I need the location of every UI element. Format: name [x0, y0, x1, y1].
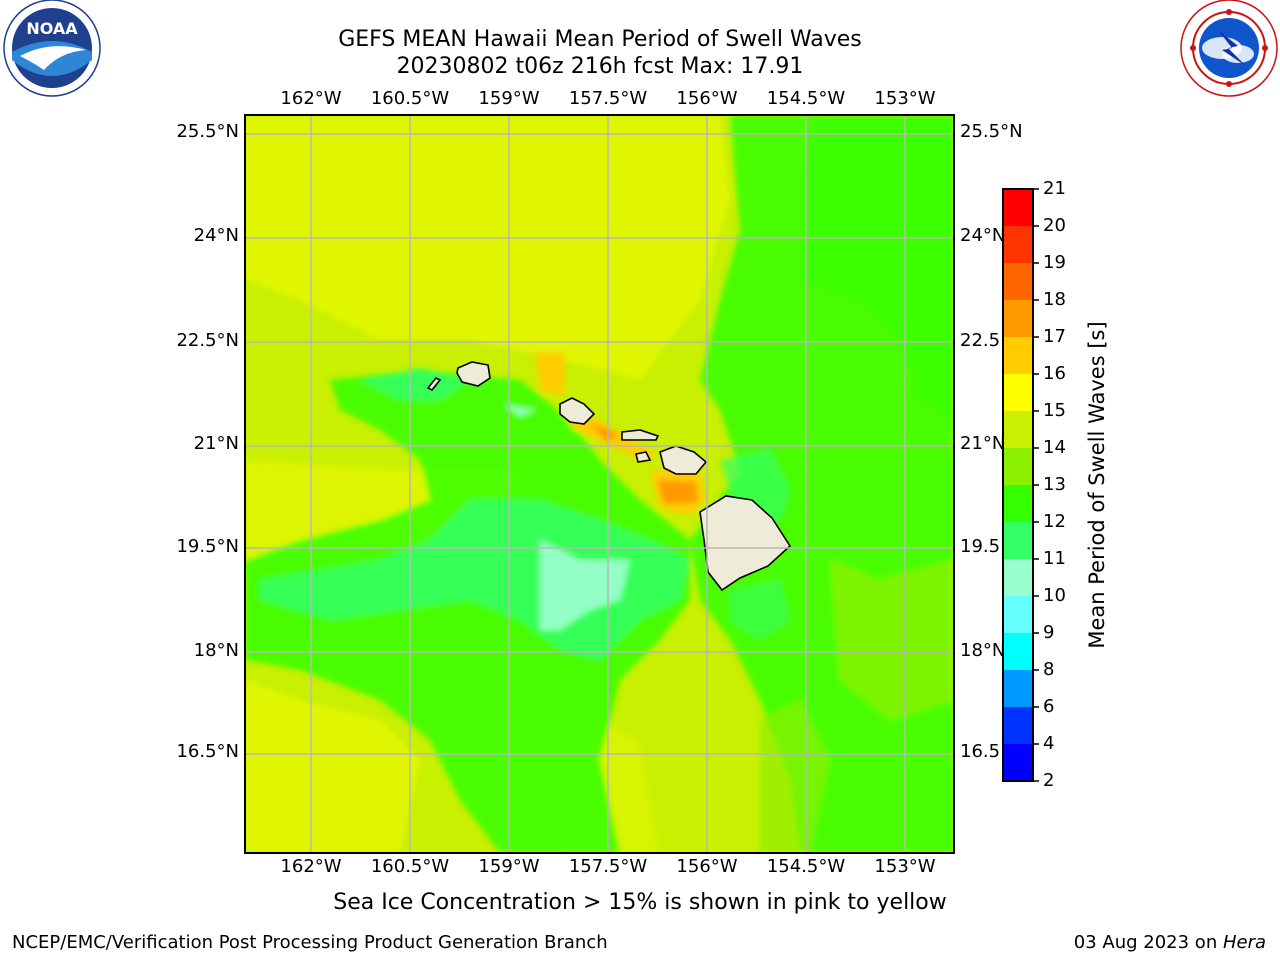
- colorbar-tick-label: 21: [1043, 178, 1066, 199]
- hawaiian-islands: [426, 361, 792, 592]
- island-niihau: [426, 376, 442, 392]
- map-title: GEFS MEAN Hawaii Mean Period of Swell Wa…: [338, 27, 862, 52]
- lat-label-right: 16.5: [960, 741, 1001, 762]
- lat-label-right: 19.5: [960, 536, 1001, 557]
- nws-logo: [1180, 0, 1278, 97]
- lat-label-right: 25.5°N: [960, 121, 1023, 142]
- colorbar-tick-label: 11: [1043, 548, 1066, 569]
- colorbar: [1002, 188, 1039, 782]
- map-frame: [244, 114, 955, 854]
- colorbar-tick-label: 15: [1043, 400, 1066, 421]
- island-oahu: [559, 397, 596, 425]
- colorbar-segment: [1003, 411, 1033, 449]
- lon-label-top: 153°W: [874, 88, 936, 109]
- lat-label-right: 22.5: [960, 330, 1001, 351]
- colorbar-segment: [1003, 263, 1033, 301]
- colorbar-segment: [1003, 559, 1033, 597]
- colorbar-segment: [1003, 707, 1033, 745]
- map-field: [245, 115, 954, 853]
- lat-label-right: 24°N: [960, 225, 1006, 246]
- lat-label-left: 19.5°N: [176, 536, 239, 557]
- colorbar-tick-label: 19: [1043, 252, 1066, 273]
- lat-label-left: 22.5°N: [176, 330, 239, 351]
- lon-label-bottom: 159°W: [478, 856, 540, 877]
- colorbar-tick-label: 14: [1043, 437, 1066, 458]
- lat-label-right: 18°N: [960, 640, 1006, 661]
- lon-label-top: 157.5°W: [568, 88, 648, 109]
- colorbar-tick-label: 2: [1043, 770, 1055, 791]
- colorbar-tick-label: 18: [1043, 289, 1066, 310]
- date-credit: 03 Aug 2023 on Hera: [1074, 932, 1266, 953]
- credit-text: NCEP/EMC/Verification Post Processing Pr…: [12, 932, 608, 953]
- colorbar-segment: [1003, 522, 1033, 560]
- lon-label-top: 162°W: [280, 88, 342, 109]
- island-maui: [659, 445, 708, 475]
- lat-label-left: 24°N: [193, 225, 239, 246]
- colorbar-tick-label: 17: [1043, 326, 1066, 347]
- colorbar-segment: [1003, 300, 1033, 338]
- colorbar-segment: [1003, 670, 1033, 708]
- colorbar-segment: [1003, 596, 1033, 634]
- colorbar-tick-label: 8: [1043, 659, 1055, 680]
- lat-label-right: 21°N: [960, 433, 1006, 454]
- colorbar-tick-label: 16: [1043, 363, 1066, 384]
- colorbar-segment: [1003, 485, 1033, 523]
- date-text: 03 Aug 2023 on: [1073, 932, 1223, 953]
- island-lanai: [635, 451, 652, 463]
- lon-label-bottom: 153°W: [874, 856, 936, 877]
- colorbar-label: Mean Period of Swell Waves [s]: [1085, 321, 1109, 649]
- colorbar-tick-label: 10: [1043, 585, 1066, 606]
- lat-label-left: 21°N: [193, 433, 239, 454]
- sea-ice-note: Sea Ice Concentration > 15% is shown in …: [333, 890, 947, 915]
- colorbar-segment: [1003, 744, 1033, 782]
- lat-label-left: 25.5°N: [176, 121, 239, 142]
- noaa-logo: NOAA: [3, 0, 101, 97]
- lat-label-left: 16.5°N: [176, 741, 239, 762]
- lon-label-top: 154.5°W: [766, 88, 846, 109]
- colorbar-tick-label: 6: [1043, 696, 1055, 717]
- colorbar-tick-label: 20: [1043, 215, 1066, 236]
- colorbar-segment: [1003, 337, 1033, 375]
- gridlines: [245, 115, 954, 853]
- lon-label-bottom: 160.5°W: [370, 856, 450, 877]
- colorbar-tick-label: 9: [1043, 622, 1055, 643]
- colorbar-tick-label: 13: [1043, 474, 1066, 495]
- map-subtitle: 20230802 t06z 216h fcst Max: 17.91: [396, 54, 804, 79]
- host-name: Hera: [1222, 932, 1266, 953]
- noaa-logo-text: NOAA: [26, 19, 78, 38]
- colorbar-tick-label: 12: [1043, 511, 1066, 532]
- island-molokai: [621, 429, 660, 441]
- lon-label-bottom: 157.5°W: [568, 856, 648, 877]
- lon-label-bottom: 156°W: [676, 856, 738, 877]
- lon-label-top: 156°W: [676, 88, 738, 109]
- colorbar-segment: [1003, 226, 1033, 264]
- island-kauai: [456, 361, 491, 387]
- colorbar-tick-label: 4: [1043, 733, 1055, 754]
- colorbar-segment: [1003, 189, 1033, 227]
- colorbar-segment: [1003, 633, 1033, 671]
- colorbar-segment: [1003, 374, 1033, 412]
- lon-label-bottom: 154.5°W: [766, 856, 846, 877]
- lon-label-bottom: 162°W: [280, 856, 342, 877]
- colorbar-segment: [1003, 448, 1033, 486]
- lon-label-top: 160.5°W: [370, 88, 450, 109]
- lon-label-top: 159°W: [478, 88, 540, 109]
- lat-label-left: 18°N: [193, 640, 239, 661]
